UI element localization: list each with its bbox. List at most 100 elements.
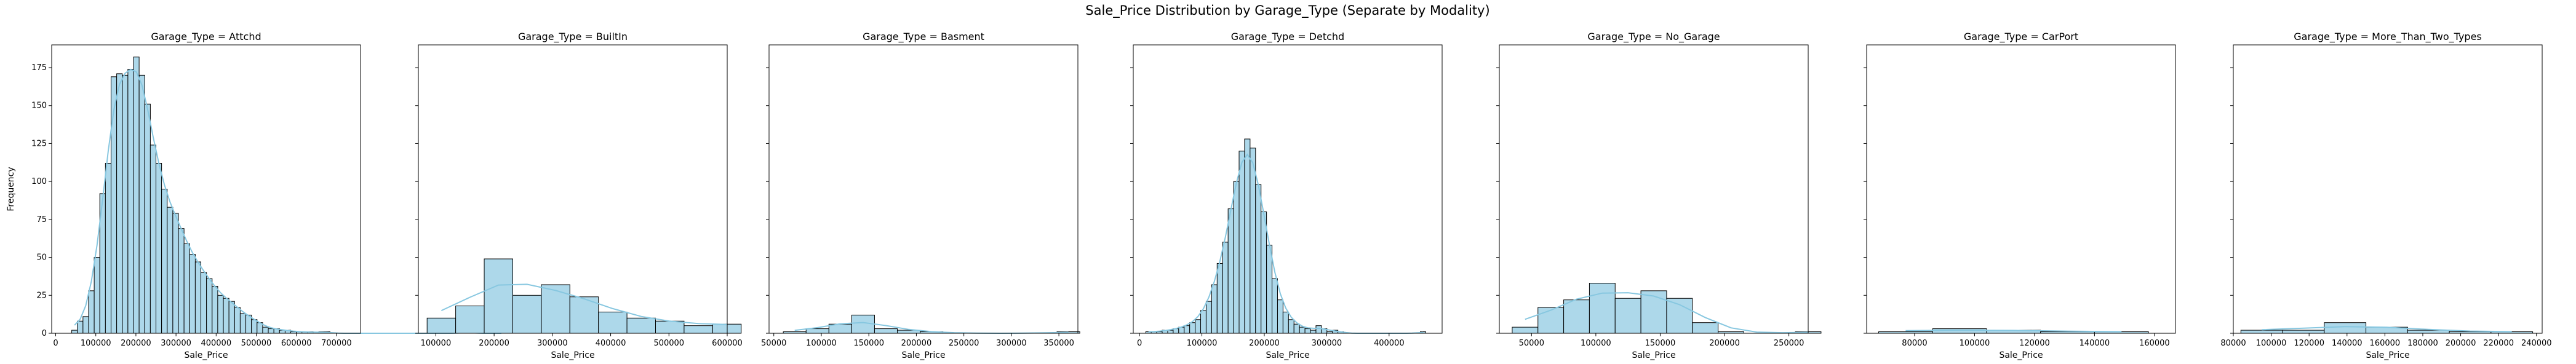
histogram-bar — [1277, 299, 1283, 334]
histogram-bar — [1315, 325, 1322, 334]
histogram-bar — [1255, 184, 1262, 334]
histogram-bar — [161, 189, 168, 334]
x-tick-label: 150000 — [853, 339, 884, 348]
x-tick-label: 200000 — [1249, 339, 1280, 348]
histogram-panel: 0 25 50 75 100 125 150 175 0 100000 200000 300000 40… — [6, 31, 501, 360]
histogram-bar — [1184, 325, 1190, 334]
histogram-panel: 100000 200000 300000 400000 500000 600000 Gara… — [415, 31, 743, 360]
histogram-bar — [138, 74, 145, 334]
histogram-bar — [1692, 322, 1719, 334]
x-tick-label: 300000 — [161, 339, 191, 348]
histogram-bar — [217, 295, 224, 334]
histogram-bar — [455, 306, 485, 334]
histogram-bar — [105, 163, 111, 334]
x-tick-label: 50000 — [1519, 339, 1544, 348]
histogram-bar — [1563, 299, 1590, 334]
x-axis-label: Sale_Price — [2366, 350, 2409, 360]
panel-title: Garage_Type = Basment — [863, 31, 984, 43]
histogram-bar — [1195, 319, 1202, 334]
x-axis-ticks: 100000 200000 300000 400000 500000 600000 — [421, 333, 743, 348]
histogram-bars — [1145, 138, 1426, 334]
x-tick-label: 400000 — [1374, 339, 1405, 348]
histogram-bar — [626, 317, 656, 334]
histogram-bar — [1167, 330, 1174, 334]
histogram-bar — [1211, 284, 1218, 334]
histogram-bar — [122, 74, 129, 334]
panel-title: Garage_Type = More_Than_Two_Types — [2294, 31, 2482, 43]
axes-frame — [1866, 44, 2176, 334]
y-axis-ticks — [415, 67, 418, 334]
histogram-bar — [234, 307, 241, 334]
histogram-bar — [1205, 301, 1212, 334]
x-tick-label: 100000 — [1187, 339, 1218, 348]
y-axis-ticks: 0 25 50 75 100 125 150 175 — [31, 63, 52, 338]
x-tick-label: 350000 — [1043, 339, 1074, 348]
histogram-bar — [1589, 283, 1616, 334]
histogram-bar — [1238, 151, 1245, 334]
histogram-bar — [684, 325, 713, 334]
histogram-bar — [1216, 263, 1223, 334]
histogram-bar — [2407, 330, 2450, 334]
histogram-bars — [783, 314, 1080, 334]
histogram-panel: 80000 100000 120000 140000 160000 180000 20000… — [2220, 31, 2551, 360]
x-tick-label: 700000 — [321, 339, 352, 348]
x-tick-label: 100000 — [1581, 339, 1611, 348]
x-tick-label: 80000 — [2220, 339, 2246, 348]
axes-frame — [1499, 44, 1809, 334]
x-tick-label: 200000 — [479, 339, 509, 348]
y-axis-ticks — [2230, 67, 2233, 334]
x-tick-label: 240000 — [2521, 339, 2552, 348]
y-axis-ticks — [766, 67, 769, 334]
histogram-bar — [655, 320, 685, 334]
x-tick-label: 200000 — [121, 339, 151, 348]
figure-suptitle: Sale_Price Distribution by Garage_Type (… — [1085, 3, 1489, 18]
axes-frame — [2233, 44, 2543, 334]
x-tick-label: 300000 — [537, 339, 568, 348]
histogram-bar — [1244, 138, 1251, 334]
histogram-bar — [228, 301, 235, 334]
x-tick-label: 50000 — [761, 339, 786, 348]
histogram-bar — [77, 320, 84, 334]
histogram-bar — [262, 326, 269, 334]
histogram-bar — [805, 328, 829, 334]
histogram-bar — [82, 316, 89, 334]
histogram-bar — [1304, 328, 1311, 334]
x-axis-ticks: 80000 100000 120000 140000 160000 — [1902, 333, 2170, 348]
histogram-bar — [1310, 330, 1317, 334]
x-tick-label: 300000 — [1312, 339, 1342, 348]
x-axis-ticks: 50000 100000 150000 200000 250000 — [1519, 333, 1804, 348]
y-axis-ticks — [1864, 67, 1867, 334]
y-tick-label: 100 — [31, 177, 47, 186]
histogram-bar — [1233, 181, 1240, 334]
y-axis-ticks — [1496, 67, 1499, 334]
y-axis-label: Frequency — [6, 167, 16, 211]
x-axis-label: Sale_Price — [1999, 350, 2043, 360]
x-tick-label: 80000 — [1902, 339, 1927, 348]
histogram-bar — [1272, 278, 1278, 334]
histogram-bar — [1537, 307, 1565, 334]
x-axis-label: Sale_Price — [901, 350, 945, 360]
histogram-bar — [2282, 330, 2325, 334]
x-tick-label: 500000 — [653, 339, 684, 348]
histogram-bar — [223, 298, 229, 334]
y-tick-label: 75 — [36, 215, 47, 224]
histogram-bar — [71, 330, 78, 334]
x-axis-ticks: 0 100000 200000 300000 400000 — [1137, 333, 1405, 348]
histogram-bar — [127, 68, 134, 334]
histogram-bar — [201, 272, 207, 334]
axes-frame — [768, 44, 1079, 334]
kde-curve — [2262, 326, 2512, 333]
kde-curve — [1525, 292, 1809, 334]
x-tick-label: 250000 — [949, 339, 979, 348]
y-axis-ticks — [1130, 67, 1133, 334]
x-axis-ticks: 50000 100000 150000 200000 250000 300000 35000… — [761, 333, 1074, 348]
y-tick-label: 150 — [31, 101, 47, 111]
x-tick-label: 160000 — [2370, 339, 2401, 348]
histogram-bar — [133, 57, 140, 334]
x-tick-label: 600000 — [712, 339, 743, 348]
x-tick-label: 100000 — [1960, 339, 1990, 348]
histogram-bar — [1250, 148, 1256, 334]
kde-curve — [1905, 330, 2122, 333]
histogram-panel: 50000 100000 150000 200000 250000 Garage_Type… — [1496, 31, 1822, 360]
histogram-bar — [1266, 245, 1273, 334]
